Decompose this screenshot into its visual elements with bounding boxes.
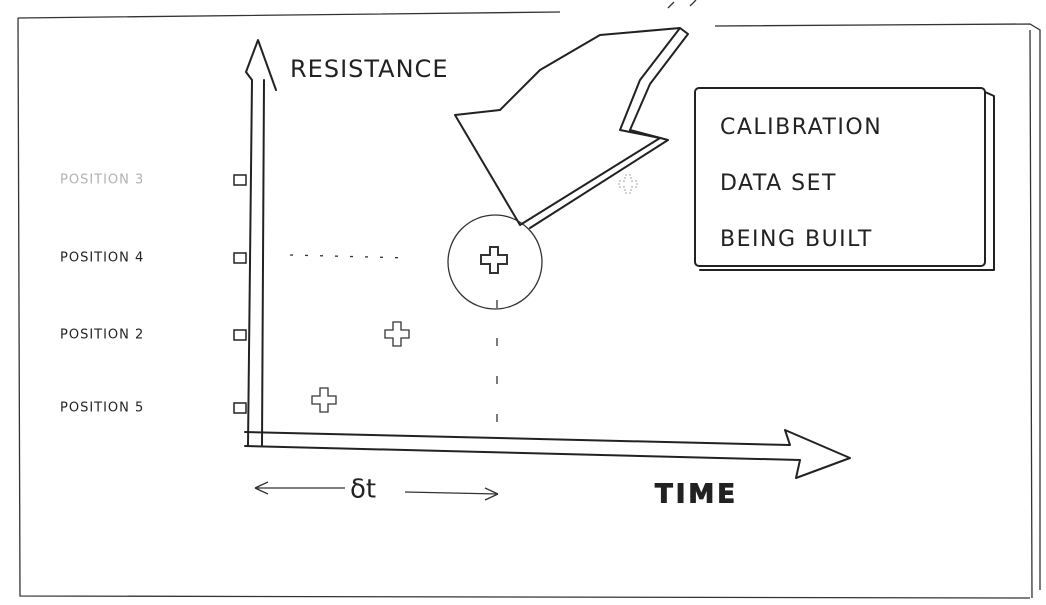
callout-line: BEING BUILT — [720, 227, 873, 252]
position-label: POSITION 5 — [60, 401, 144, 416]
callout-box — [694, 87, 986, 267]
frame — [17, 11, 1041, 599]
position-label: POSITION 2 — [60, 328, 144, 343]
position-tick — [233, 252, 247, 264]
pointer-arrow — [454, 27, 689, 229]
interval-label: δt — [350, 475, 376, 505]
callout-line: DATA SET — [720, 171, 837, 196]
highlight-circle — [447, 214, 543, 310]
position-tick — [233, 402, 247, 414]
position-label: POSITION 3 — [60, 173, 144, 188]
markers — [311, 174, 638, 413]
y-axis-label: RESISTANCE — [290, 55, 448, 83]
x-axis — [244, 429, 851, 479]
marker — [384, 321, 410, 347]
x-axis-label: TIME — [655, 480, 738, 510]
position-tick — [233, 329, 247, 341]
marker — [480, 246, 508, 274]
pointer-arrow-top — [667, 0, 697, 9]
position-tick — [233, 174, 247, 186]
guide-line — [289, 254, 411, 259]
interval-arrow — [254, 481, 499, 501]
callout-shadow — [699, 91, 995, 271]
y-axis — [245, 39, 277, 446]
callout-line: CALIBRATION — [720, 115, 882, 140]
marker — [311, 387, 337, 413]
marker — [618, 174, 638, 194]
position-label: POSITION 4 — [60, 251, 144, 266]
